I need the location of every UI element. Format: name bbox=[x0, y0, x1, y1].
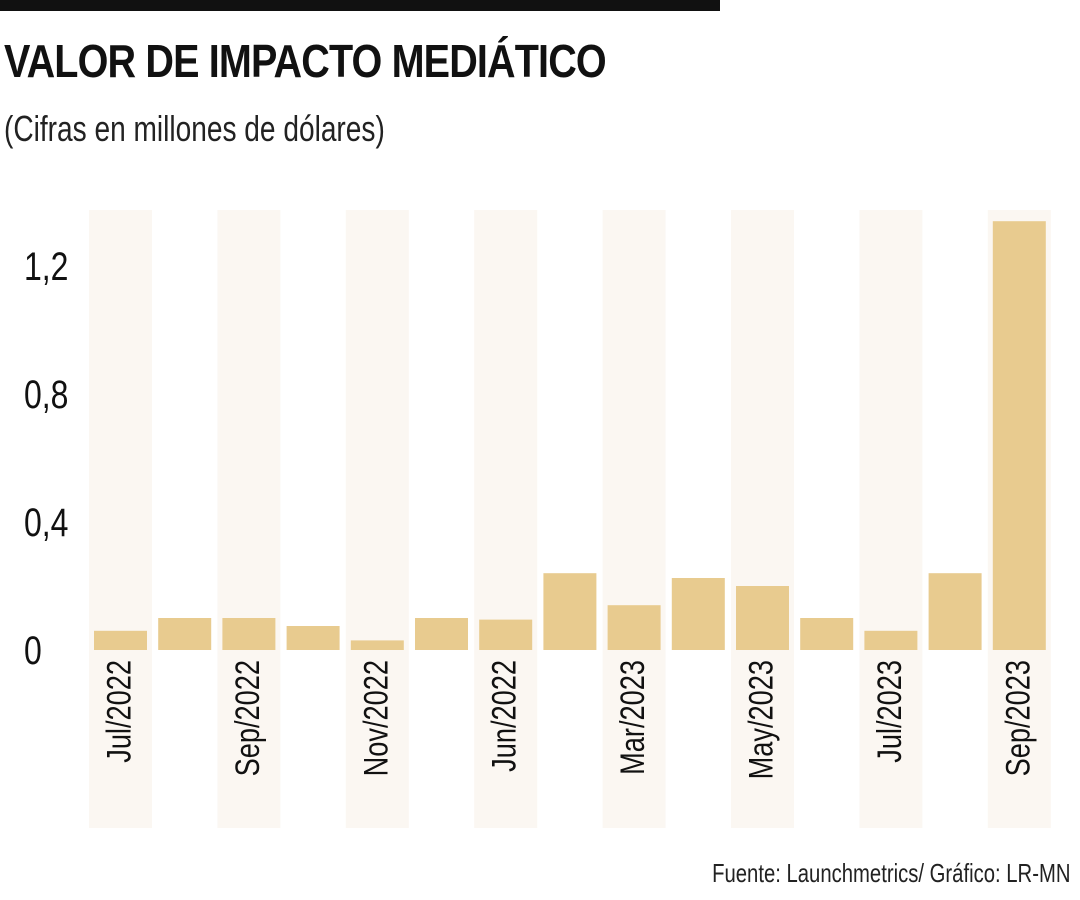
bar-7 bbox=[543, 573, 597, 650]
bar-11 bbox=[800, 618, 854, 650]
top-rule bbox=[0, 0, 720, 11]
bar-4 bbox=[350, 640, 404, 650]
bar-14 bbox=[992, 221, 1046, 650]
chart-subtitle: (Cifras en millones de dólares) bbox=[4, 108, 385, 149]
category-band bbox=[731, 210, 794, 828]
bar-8 bbox=[607, 605, 661, 650]
x-tick-label: Sep/2022 bbox=[228, 660, 267, 776]
y-tick-label: 0 bbox=[24, 628, 42, 673]
x-tick-label: May/2023 bbox=[742, 660, 781, 779]
bar-1 bbox=[158, 618, 212, 650]
x-tick-label: Sep/2023 bbox=[998, 660, 1037, 776]
bar-12 bbox=[864, 630, 918, 650]
bar-13 bbox=[928, 573, 982, 650]
y-tick-label: 1,2 bbox=[24, 244, 68, 289]
x-tick-label: Mar/2023 bbox=[613, 660, 652, 775]
x-tick-label: Nov/2022 bbox=[356, 660, 395, 776]
x-tick-label: Jul/2022 bbox=[100, 660, 139, 763]
category-band bbox=[602, 210, 666, 828]
x-tick-label: Jun/2022 bbox=[485, 660, 524, 772]
x-tick-label: Jul/2023 bbox=[870, 660, 909, 763]
bar-3 bbox=[286, 626, 340, 650]
chart-title: VALOR DE IMPACTO MEDIÁTICO bbox=[4, 35, 607, 87]
category-band bbox=[217, 210, 281, 828]
y-tick-label: 0,4 bbox=[24, 500, 68, 545]
category-band bbox=[89, 210, 152, 828]
bar-10 bbox=[736, 586, 789, 650]
bar-2 bbox=[222, 618, 276, 650]
bar-6 bbox=[479, 619, 533, 650]
bar-5 bbox=[415, 618, 468, 650]
bar-9 bbox=[671, 578, 725, 650]
bar-0 bbox=[94, 630, 147, 650]
category-band bbox=[859, 210, 923, 828]
category-band bbox=[474, 210, 538, 828]
source-note: Fuente: Launchmetrics/ Gráfico: LR-MN bbox=[711, 858, 1070, 888]
category-band bbox=[345, 210, 409, 828]
y-tick-label: 0,8 bbox=[24, 372, 68, 417]
